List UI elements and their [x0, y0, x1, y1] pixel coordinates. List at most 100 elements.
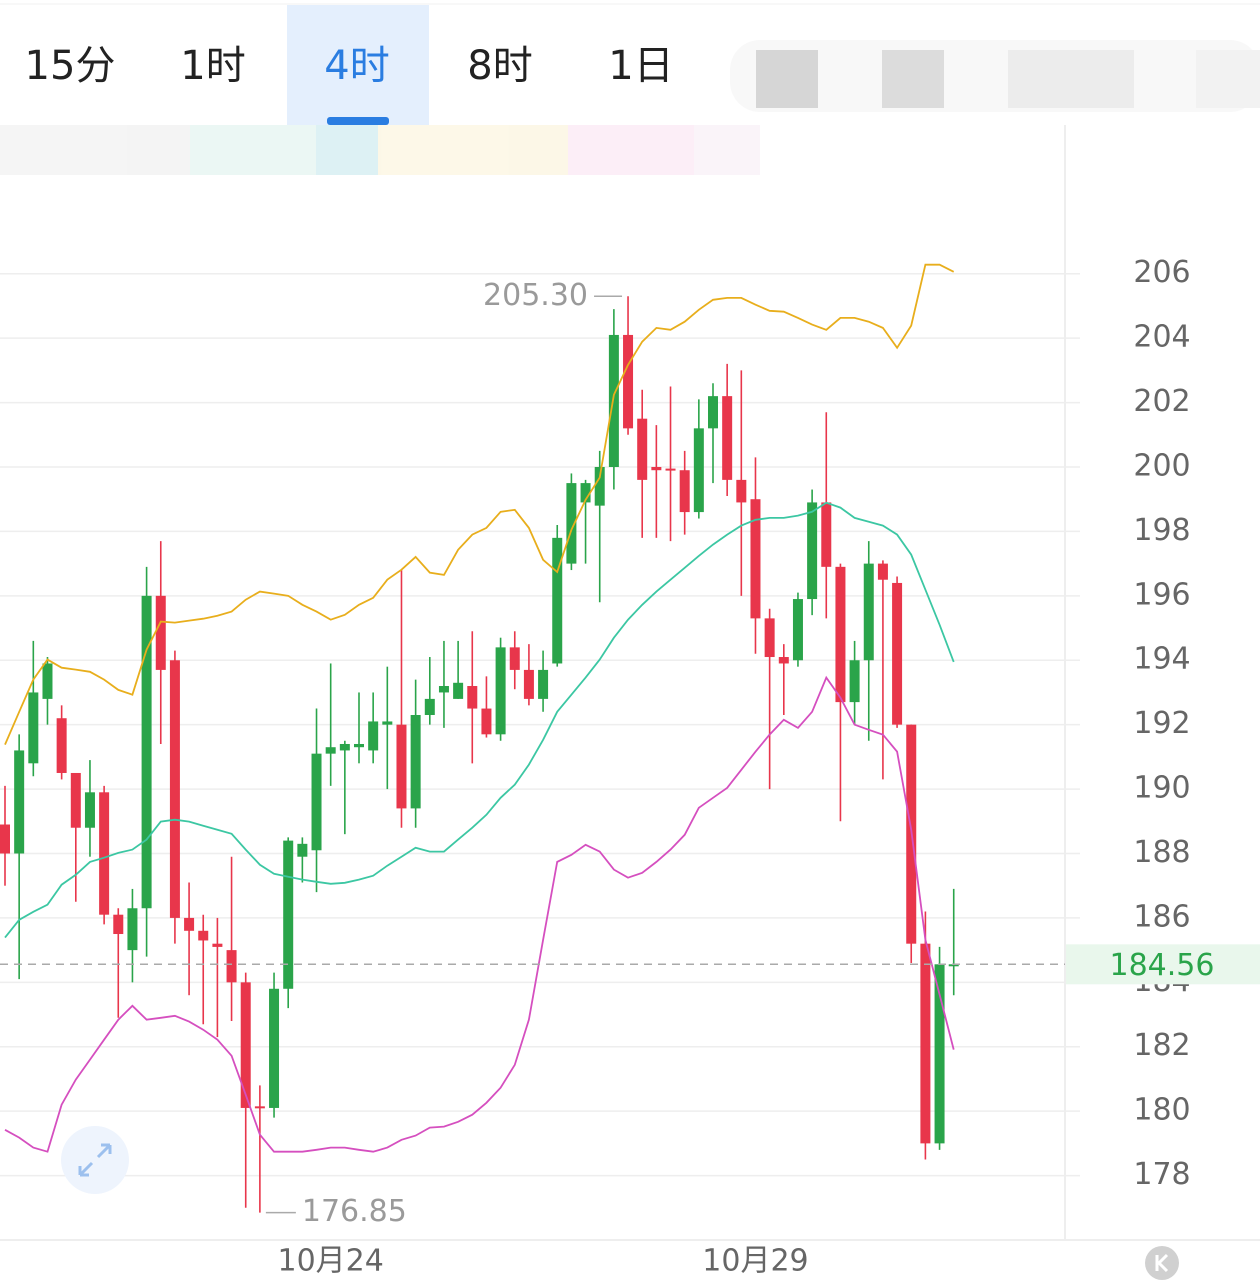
candle: [269, 972, 280, 1118]
candle: [339, 740, 350, 835]
candle: [438, 640, 449, 728]
y-tick-label: 180: [1133, 1093, 1190, 1128]
plot: [0, 263, 959, 1213]
blurred-area: [730, 40, 1260, 112]
candle: [580, 479, 591, 564]
candle-body: [283, 840, 294, 989]
overlay: 205.30 176.85: [0, 278, 1065, 1229]
y-tick-label: 192: [1133, 706, 1190, 741]
y-tick-label: 204: [1133, 320, 1190, 355]
y-tick-label: 178: [1133, 1157, 1190, 1192]
candle-body: [42, 663, 53, 699]
candle-body: [849, 660, 860, 703]
candle: [283, 837, 294, 1009]
candle-body: [764, 618, 775, 658]
band-line: [4, 675, 955, 1153]
candle-body: [835, 566, 846, 703]
candle: [297, 837, 308, 883]
candle-body: [481, 708, 492, 735]
k-badge-icon: [1155, 1253, 1169, 1273]
candle: [84, 760, 95, 857]
candle-body: [608, 334, 619, 467]
candle-body: [538, 669, 549, 699]
candle-body: [750, 499, 761, 619]
candle: [807, 489, 818, 616]
candle: [0, 785, 10, 886]
band-line: [4, 501, 955, 939]
candle-body: [155, 595, 166, 670]
candle: [467, 631, 478, 764]
last-price-box: [1066, 944, 1260, 985]
candle-body: [212, 943, 223, 947]
k-badge[interactable]: [1145, 1246, 1179, 1280]
candle: [934, 946, 945, 1150]
blur-block: [882, 50, 944, 108]
candle: [523, 644, 534, 706]
candle-body: [141, 595, 152, 909]
time-tab[interactable]: 4时: [324, 43, 389, 89]
candle-body: [382, 721, 393, 725]
expand-circle[interactable]: [61, 1126, 129, 1194]
blur-block: [0, 125, 190, 175]
candle-body: [877, 563, 888, 580]
candle: [538, 650, 549, 712]
candle: [141, 566, 152, 957]
candle: [665, 386, 676, 542]
candle: [821, 412, 832, 619]
candle-body: [84, 792, 95, 828]
expand-button[interactable]: [61, 1126, 129, 1194]
candle: [325, 663, 336, 786]
blur-block: [694, 125, 760, 175]
candle-body: [637, 418, 648, 480]
candle-body: [722, 396, 733, 480]
candle: [920, 911, 931, 1160]
time-tab[interactable]: 1时: [180, 43, 245, 89]
candle: [169, 650, 180, 944]
candle: [835, 563, 846, 822]
candle: [552, 524, 563, 667]
candle: [736, 370, 747, 596]
candle: [99, 785, 110, 925]
candle-body: [495, 647, 506, 735]
candle-body: [28, 692, 39, 764]
candle: [212, 917, 223, 1038]
candle-body: [594, 466, 605, 506]
candle: [637, 389, 648, 538]
k-badge-circle[interactable]: [1145, 1246, 1179, 1280]
candle-body: [580, 483, 591, 503]
time-tab[interactable]: 8时: [467, 43, 532, 89]
candle-body: [892, 582, 903, 725]
candle: [495, 637, 506, 741]
candle: [792, 592, 803, 667]
candle: [453, 640, 464, 699]
candle-body: [920, 943, 931, 1144]
blur-block: [1008, 50, 1134, 108]
candle-body: [240, 982, 251, 1108]
candle-body: [863, 563, 874, 661]
candle-body: [14, 750, 25, 854]
y-tick-label: 200: [1133, 448, 1190, 483]
candle: [56, 705, 67, 780]
candle-body: [424, 698, 435, 715]
candle-body: [792, 599, 803, 661]
candle-body: [297, 843, 308, 857]
candle-body: [438, 686, 449, 693]
candle-body: [99, 792, 110, 915]
candle: [481, 676, 492, 738]
time-tab[interactable]: 15分: [25, 43, 116, 89]
candle-body: [821, 502, 832, 567]
candle: [509, 631, 520, 690]
candle-body: [311, 753, 322, 851]
time-tab[interactable]: 1日: [608, 43, 673, 89]
active-tab-bg: [287, 5, 429, 125]
candle-body: [226, 950, 237, 983]
candle: [184, 882, 195, 996]
candle: [764, 608, 775, 790]
blur-block: [316, 125, 378, 175]
last-price-label: 184.56: [1110, 948, 1215, 983]
candle: [877, 560, 888, 780]
candle: [410, 679, 421, 828]
candle-body: [679, 470, 690, 513]
candle-body: [509, 647, 520, 670]
